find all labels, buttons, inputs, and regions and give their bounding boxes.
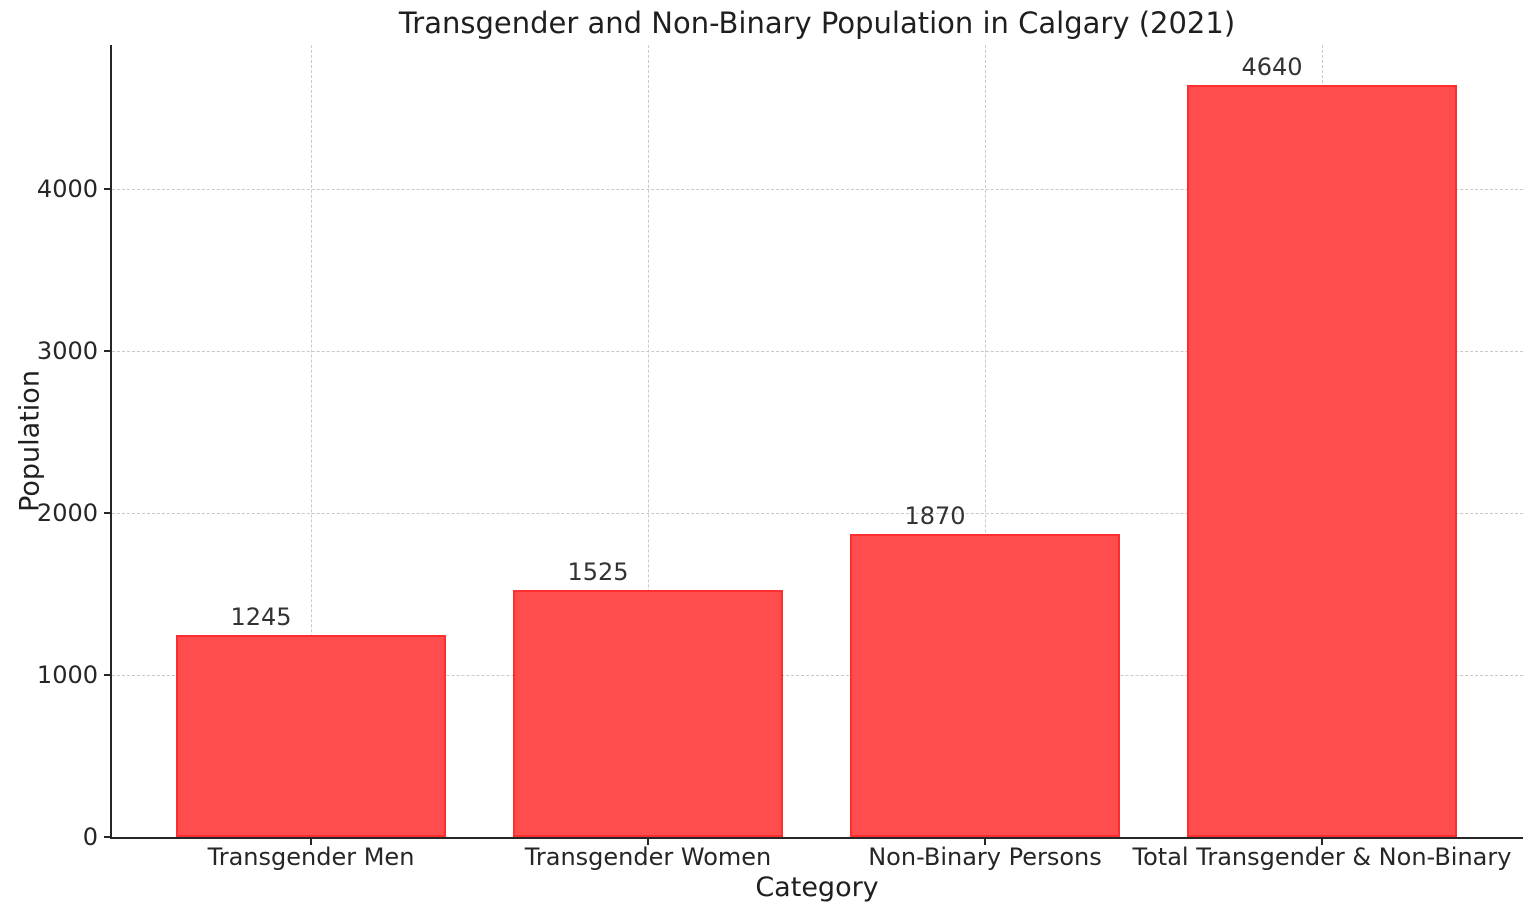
x-tick-mark xyxy=(647,837,649,845)
y-tick-label: 0 xyxy=(82,823,98,851)
bar-total-transgender-non-binary xyxy=(1187,85,1457,837)
chart-title: Transgender and Non-Binary Population in… xyxy=(398,6,1236,40)
x-tick-label: Transgender Women xyxy=(524,843,772,871)
bar-non-binary-persons xyxy=(850,534,1120,837)
y-tick-mark xyxy=(104,350,112,352)
bar-transgender-women xyxy=(513,589,783,837)
x-tick-label: Non-Binary Persons xyxy=(868,843,1102,871)
bar-value-label: 1525 xyxy=(567,557,629,586)
y-tick-mark xyxy=(104,674,112,676)
gridline-horizontal xyxy=(112,351,1523,352)
y-tick-label: 4000 xyxy=(36,175,98,203)
x-tick-label: Transgender Men xyxy=(207,843,415,871)
x-tick-label: Total Transgender & Non-Binary xyxy=(1132,843,1512,871)
gridline-vertical xyxy=(311,45,312,837)
x-tick-mark xyxy=(984,837,986,845)
y-tick-mark xyxy=(104,188,112,190)
gridline-horizontal xyxy=(112,513,1523,514)
x-tick-mark xyxy=(1321,837,1323,845)
gridline-vertical xyxy=(648,45,649,837)
y-axis-spine xyxy=(110,45,112,839)
bar-value-label: 1870 xyxy=(904,502,966,531)
y-tick-label: 3000 xyxy=(36,337,98,365)
y-tick-label: 1000 xyxy=(36,661,98,689)
gridline-horizontal xyxy=(112,189,1523,190)
bar-value-label: 1245 xyxy=(230,603,292,632)
y-tick-mark xyxy=(104,512,112,514)
bar-transgender-men xyxy=(176,635,446,837)
gridline-horizontal xyxy=(112,675,1523,676)
bar-value-label: 4640 xyxy=(1241,53,1303,82)
x-tick-mark xyxy=(310,837,312,845)
gridline-vertical xyxy=(985,45,986,837)
y-tick-mark xyxy=(104,836,112,838)
y-tick-label: 2000 xyxy=(36,499,98,527)
y-axis-label: Population xyxy=(14,370,46,512)
x-axis-spine xyxy=(110,837,1523,839)
x-axis-label: Category xyxy=(755,872,879,903)
